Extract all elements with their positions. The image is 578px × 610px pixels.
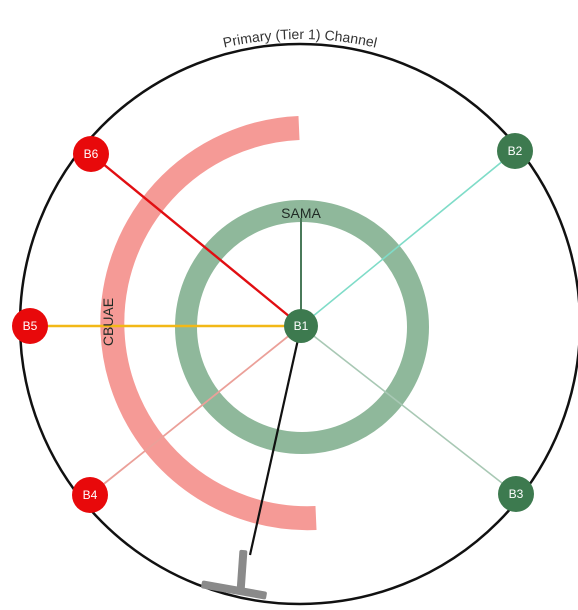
- node-b5[interactable]: B5: [12, 308, 48, 344]
- node-b2-label: B2: [508, 144, 523, 158]
- link-b1-b2: [300, 150, 516, 327]
- node-b3[interactable]: B3: [498, 476, 534, 512]
- node-b4-circle: [72, 477, 108, 513]
- cbuae-arc: [100, 116, 317, 531]
- anchor-stem: [236, 549, 248, 593]
- node-b2-circle: [497, 133, 533, 169]
- link-b1-b4: [89, 325, 302, 496]
- node-b3-label: B3: [509, 487, 524, 501]
- node-b6[interactable]: B6: [73, 136, 109, 172]
- node-b3-circle: [498, 476, 534, 512]
- cbuae-label: CBUAE: [100, 298, 116, 346]
- node-b1-circle: [284, 309, 318, 343]
- channel-anchor: [201, 549, 267, 600]
- sama-label: SAMA: [281, 205, 321, 221]
- node-b1[interactable]: B1: [284, 309, 318, 343]
- link-b1-b6: [90, 153, 302, 327]
- node-b5-circle: [12, 308, 48, 344]
- channel-title: Primary (Tier 1) Channel: [221, 26, 378, 51]
- link-b1-b3: [300, 325, 517, 495]
- anchor-bar: [201, 580, 267, 600]
- link-b1-anchor: [248, 325, 303, 556]
- node-b6-circle: [73, 136, 109, 172]
- node-b4-label: B4: [83, 488, 98, 502]
- node-b5-label: B5: [23, 319, 38, 333]
- node-b4[interactable]: B4: [72, 477, 108, 513]
- node-b2[interactable]: B2: [497, 133, 533, 169]
- channel-title-text: Primary (Tier 1) Channel: [221, 26, 378, 51]
- node-b1-label: B1: [294, 319, 309, 333]
- node-b6-label: B6: [84, 147, 99, 161]
